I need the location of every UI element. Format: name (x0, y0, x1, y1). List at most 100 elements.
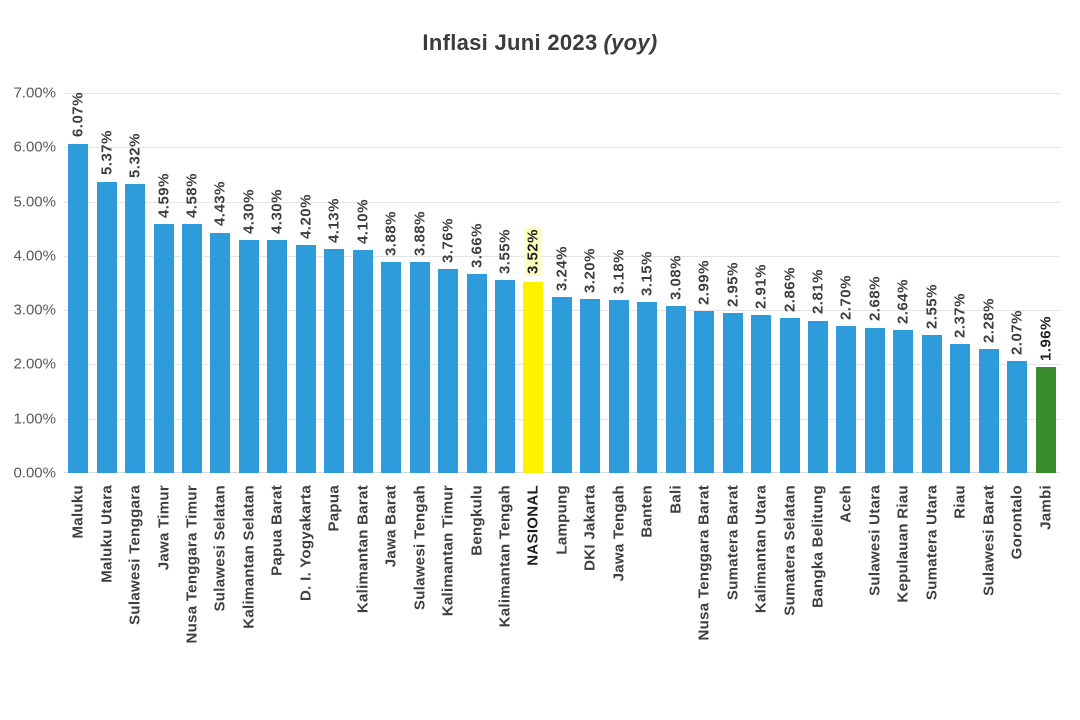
bar-column: 3.15% (633, 93, 661, 473)
bar-value-label: 4.30% (268, 188, 286, 234)
x-axis-label-cell: Sumatera Barat (718, 473, 746, 713)
x-axis-label: Sulawesi Tengah (411, 485, 429, 611)
bar-column: 3.08% (662, 93, 690, 473)
bar-column: 3.88% (405, 93, 433, 473)
bar-value-label: 4.20% (297, 193, 315, 239)
bar-value-label: 4.58% (183, 173, 201, 219)
bar-value-label: 3.88% (382, 211, 400, 257)
bar (466, 274, 487, 473)
y-axis-tick-label: 3.00% (13, 301, 56, 319)
bar-column: 3.24% (548, 93, 576, 473)
x-axis-label-cell: Bengkulu (462, 473, 490, 713)
bar-value-label: 2.64% (894, 278, 912, 324)
bar (125, 184, 146, 473)
bar-column: 2.64% (889, 93, 917, 473)
bar-value-label: 4.43% (211, 181, 229, 227)
bar-column: 2.91% (747, 93, 775, 473)
x-axis-label-cell: Papua (320, 473, 348, 713)
bar-value-label: 2.86% (781, 266, 799, 312)
bar-value-label: 3.55% (496, 229, 514, 275)
x-axis-label-cell: Bangka Belitung (804, 473, 832, 713)
bar-column: 3.18% (605, 93, 633, 473)
x-axis-label: Sulawesi Tenggara (126, 485, 144, 625)
bar (893, 329, 914, 473)
bar (1035, 366, 1056, 473)
bar-value-label: 2.07% (1008, 309, 1026, 355)
x-axis-label: Sulawesi Selatan (211, 485, 229, 612)
y-axis: 7.00% 6.00% 5.00% 4.00% 3.00% 2.00% 1.00% 0.00% (0, 86, 56, 481)
x-axis-label: Papua (325, 485, 343, 532)
bar-value-label: 3.88% (411, 211, 429, 257)
bar-value-label: 2.70% (837, 275, 855, 321)
bar (978, 349, 999, 473)
x-axis-label: Jawa Tengah (610, 485, 628, 582)
bar (523, 281, 544, 473)
bar-value-label: 2.68% (866, 276, 884, 322)
bar (96, 181, 117, 473)
x-axis-label: Sulawesi Utara (866, 485, 884, 596)
x-axis-label-cell: Kalimantan Tengah (491, 473, 519, 713)
bar (238, 239, 259, 473)
bar-value-label: 4.13% (325, 197, 343, 243)
bar-column: 3.52% (519, 93, 547, 473)
bar (722, 312, 743, 473)
bar-column: 3.76% (434, 93, 462, 473)
x-axis-label: Maluku (69, 485, 87, 539)
bar (551, 297, 572, 473)
bar (751, 315, 772, 473)
x-axis-label: Bali (667, 485, 685, 514)
bar-value-label: 4.30% (240, 188, 258, 234)
gridline (64, 255, 1060, 257)
x-axis-label: Papua Barat (268, 485, 286, 576)
x-axis-label: Nusa Tenggara Timur (183, 485, 201, 644)
bar-value-label: 3.08% (667, 254, 685, 300)
bar-column: 2.28% (975, 93, 1003, 473)
x-axis-label-cell: Banten (633, 473, 661, 713)
bar (267, 239, 288, 473)
x-axis-label-cell: Kalimantan Selatan (235, 473, 263, 713)
bar (1007, 360, 1028, 473)
bar-column: 4.59% (149, 93, 177, 473)
bar-value-label: 2.37% (951, 293, 969, 339)
chart-title: Inflasi Juni 2023 (yoy) (0, 30, 1080, 56)
x-axis-label: DKI Jakarta (581, 485, 599, 571)
bar-column: 2.81% (804, 93, 832, 473)
x-axis-label: Maluku Utara (98, 485, 116, 583)
y-axis-tick-label: 7.00% (13, 84, 56, 102)
bar-value-label: 5.37% (98, 130, 116, 176)
x-axis-label: Jawa Timur (155, 485, 173, 571)
bar (182, 224, 203, 473)
x-axis-label: Aceh (837, 485, 855, 523)
bar-column: 4.30% (235, 93, 263, 473)
x-axis-label: Sumatera Utara (923, 485, 941, 601)
bar-column: 3.55% (491, 93, 519, 473)
x-axis-label-cell: Nusa Tenggara Barat (690, 473, 718, 713)
x-axis-label-cell: Kalimantan Timur (434, 473, 462, 713)
bar (580, 299, 601, 473)
plot-area: 6.07% 5.37% 5.32% 4.59% 4.58% 4.43% 4.30% 4.30%… (64, 92, 1060, 473)
x-axis-label: Riau (951, 485, 969, 519)
bar-column: 4.13% (320, 93, 348, 473)
bar-value-label: 3.52% (524, 226, 542, 276)
bar-value-label: 6.07% (69, 92, 87, 138)
bar-value-label: 2.28% (980, 298, 998, 344)
chart-title-suffix: (yoy) (603, 30, 658, 55)
bar-value-label: 3.76% (439, 217, 457, 263)
bar-column: 1.96% (1031, 93, 1059, 473)
bar (324, 248, 345, 473)
x-axis-label-cell: Kepulauan Riau (889, 473, 917, 713)
bar-value-label: 3.15% (638, 250, 656, 296)
bar-column: 3.66% (462, 93, 490, 473)
x-axis-label-cell: DKI Jakarta (576, 473, 604, 713)
x-axis-label: NASIONAL (524, 485, 542, 566)
x-axis-label: Kepulauan Riau (894, 485, 912, 603)
bar-column: 4.20% (292, 93, 320, 473)
x-axis-label-cell: Papua Barat (263, 473, 291, 713)
bar-value-label: 3.66% (468, 223, 486, 269)
x-axis-label-cell: Jambi (1031, 473, 1059, 713)
bar-value-label: 2.91% (752, 263, 770, 309)
x-axis-label: Kalimantan Timur (439, 485, 457, 617)
bar (352, 250, 373, 473)
bar-column: 2.37% (946, 93, 974, 473)
bar (637, 302, 658, 473)
